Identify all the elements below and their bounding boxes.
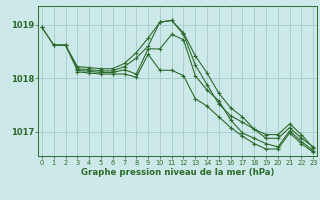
X-axis label: Graphe pression niveau de la mer (hPa): Graphe pression niveau de la mer (hPa) — [81, 168, 274, 177]
